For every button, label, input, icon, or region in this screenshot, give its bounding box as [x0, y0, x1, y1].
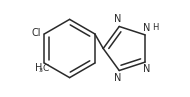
Text: N: N — [143, 23, 150, 33]
Text: N: N — [114, 73, 122, 83]
Text: H: H — [152, 23, 158, 32]
Text: $_3$C: $_3$C — [38, 62, 50, 74]
Text: H: H — [35, 63, 42, 73]
Text: Cl: Cl — [31, 28, 41, 38]
Text: N: N — [114, 14, 122, 24]
Text: N: N — [143, 64, 151, 74]
